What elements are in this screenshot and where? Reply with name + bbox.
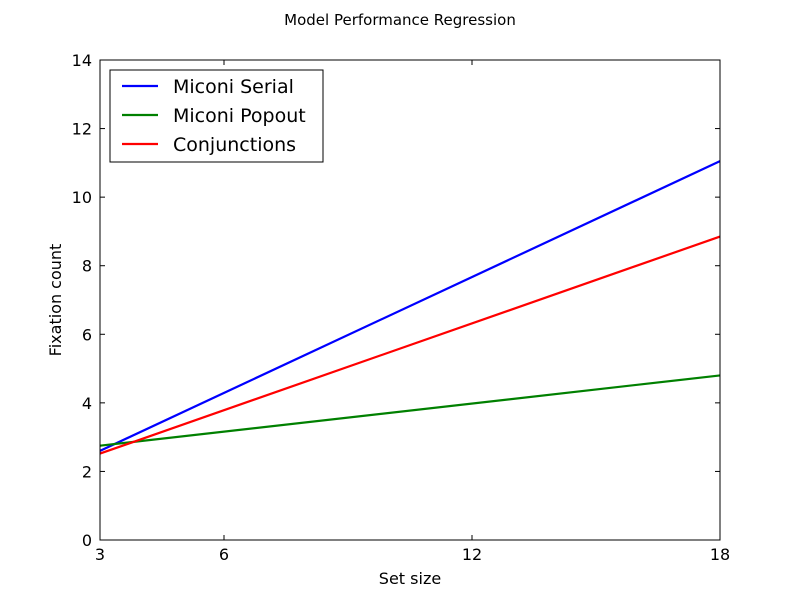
x-axis-label: Set size xyxy=(379,569,441,588)
legend-label-2: Conjunctions xyxy=(173,134,296,156)
legend-label-1: Miconi Popout xyxy=(173,105,306,127)
series-line-2 xyxy=(99,235,721,455)
y-tick-label-3: 6 xyxy=(82,325,92,344)
y-tick-label-2: 4 xyxy=(82,394,92,413)
y-tick-label-5: 10 xyxy=(72,188,92,207)
x-tick-label-3: 18 xyxy=(710,545,730,564)
plot-area-frame xyxy=(99,59,721,541)
y-axis-label: Fixation count xyxy=(46,244,65,357)
x-tick-label-1: 6 xyxy=(219,545,229,564)
y-tick-label-1: 2 xyxy=(82,462,92,481)
y-axis-ticks: 0 2 4 6 8 10 12 14 xyxy=(72,51,720,550)
series-line-0 xyxy=(99,160,721,452)
series-line-1 xyxy=(99,374,721,447)
legend: Miconi Serial Miconi Popout Conjunctions xyxy=(109,69,324,163)
x-axis-ticks: 3 6 12 18 xyxy=(95,60,730,564)
chart-title: Model Performance Regression xyxy=(284,11,516,29)
y-tick-label-0: 0 xyxy=(82,531,92,550)
x-tick-label-0: 3 xyxy=(95,545,105,564)
series-layer xyxy=(99,160,721,455)
legend-label-0: Miconi Serial xyxy=(173,76,294,98)
x-tick-label-2: 12 xyxy=(462,545,482,564)
y-tick-label-4: 8 xyxy=(82,257,92,276)
y-tick-label-6: 12 xyxy=(72,120,92,139)
y-tick-label-7: 14 xyxy=(72,51,92,70)
